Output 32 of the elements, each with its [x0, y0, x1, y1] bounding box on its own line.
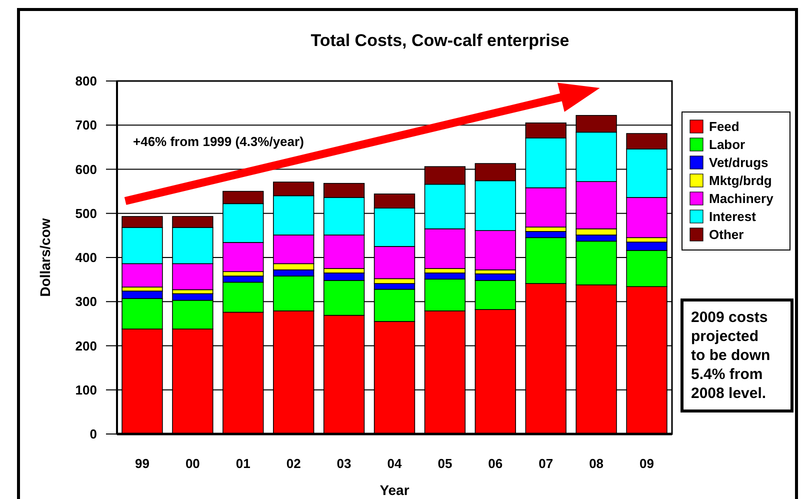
y-tick-label: 500 — [75, 206, 97, 221]
chart-title: Total Costs, Cow-calf enterprise — [310, 31, 570, 50]
x-tick-label: 09 — [640, 456, 654, 471]
text: 2009 costs projected to be down 5.4% from 2008 level. — [691, 309, 770, 402]
annotation: +46% from 1999 (4.3%/year) — [133, 134, 304, 149]
y-tick-label: 400 — [75, 250, 97, 266]
legend-label: Feed — [709, 119, 740, 134]
x-tick-label: 01 — [236, 456, 250, 471]
x-tick-label: 03 — [336, 456, 352, 471]
legend-label: Interest — [709, 209, 757, 224]
y-tick-label: 700 — [75, 118, 97, 133]
x-tick-label: 08 — [589, 456, 604, 471]
y-tick-label: 600 — [75, 162, 97, 177]
x-tick-label: 06 — [488, 456, 503, 471]
legend-label: Other — [709, 227, 744, 242]
y-tick-label: 800 — [75, 74, 97, 89]
y-tick-label: 200 — [75, 338, 97, 354]
x-tick-label: 07 — [538, 456, 554, 471]
y-axis-title: Dollars/cow — [37, 218, 53, 297]
x-axis-title: Year — [380, 482, 410, 498]
y-tick-label: 100 — [75, 382, 97, 398]
x-tick-label: 05 — [438, 456, 452, 471]
x-tick-label: 04 — [387, 456, 402, 471]
legend-label: Mktg/brdg — [709, 173, 772, 188]
x-tick-label: 00 — [185, 456, 200, 471]
y-tick-label: 0 — [90, 426, 97, 442]
y-tick-label: 300 — [75, 294, 97, 310]
x-tick-label: 02 — [286, 456, 301, 471]
legend-label: Vet/drugs — [709, 155, 768, 170]
x-tick-label: 99 — [134, 456, 150, 471]
legend-label: Labor — [709, 137, 746, 152]
legend-label: Machinery — [709, 191, 774, 206]
